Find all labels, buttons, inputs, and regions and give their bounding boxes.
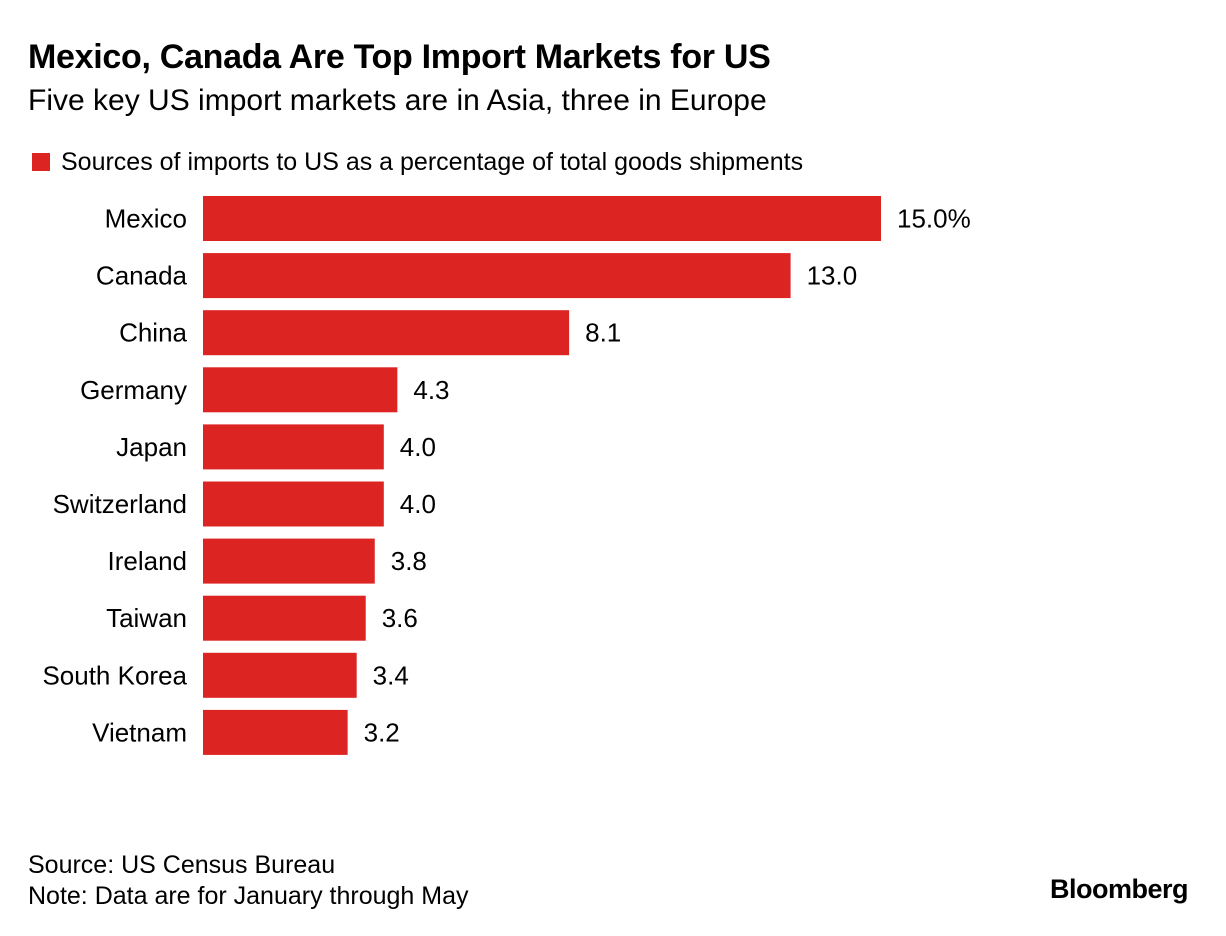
bar [203,652,357,698]
category-label: Vietnam [92,717,187,747]
chart-title: Mexico, Canada Are Top Import Markets fo… [28,38,771,76]
bar [203,424,384,470]
value-label: 3.8 [391,546,427,576]
value-label: 13.0 [807,261,858,291]
value-label: 8.1 [585,318,621,348]
category-label: Mexico [105,204,187,234]
category-label: Germany [80,375,187,405]
source-note: Source: US Census Bureau [28,851,336,879]
bar [203,367,398,413]
bar-chart: Mexico 15.0% Canada 13.0 China 8.1 Germany 4.3 J… [42,196,971,755]
value-label: 3.6 [382,603,418,633]
bar [203,595,366,641]
value-label: 4.0 [400,489,436,519]
legend-label: Sources of imports to US as a percentage… [61,147,804,176]
category-label: Ireland [108,546,188,576]
bar [203,481,384,527]
value-label: 4.3 [413,375,449,405]
category-label: South Korea [42,660,187,690]
chart-subtitle: Five key US import markets are in Asia, … [28,84,767,117]
bar [203,253,791,299]
value-label: 4.0 [400,432,436,462]
bloomberg-logo: Bloomberg [1049,874,1189,904]
legend-swatch [32,153,50,171]
bar [203,538,375,584]
chart-legend: Sources of imports to US as a percentage… [32,146,803,178]
category-label: Japan [116,432,187,462]
bar [203,196,881,241]
value-label: 3.2 [364,717,400,747]
value-label: 3.4 [373,660,409,690]
category-label: Taiwan [106,603,187,633]
category-label: China [119,318,187,348]
data-note: Note: Data are for January through May [28,882,469,910]
bar [203,709,348,755]
category-label: Switzerland [53,489,187,519]
bar [203,310,570,356]
category-label: Canada [96,261,188,291]
value-label: 15.0% [897,204,971,234]
